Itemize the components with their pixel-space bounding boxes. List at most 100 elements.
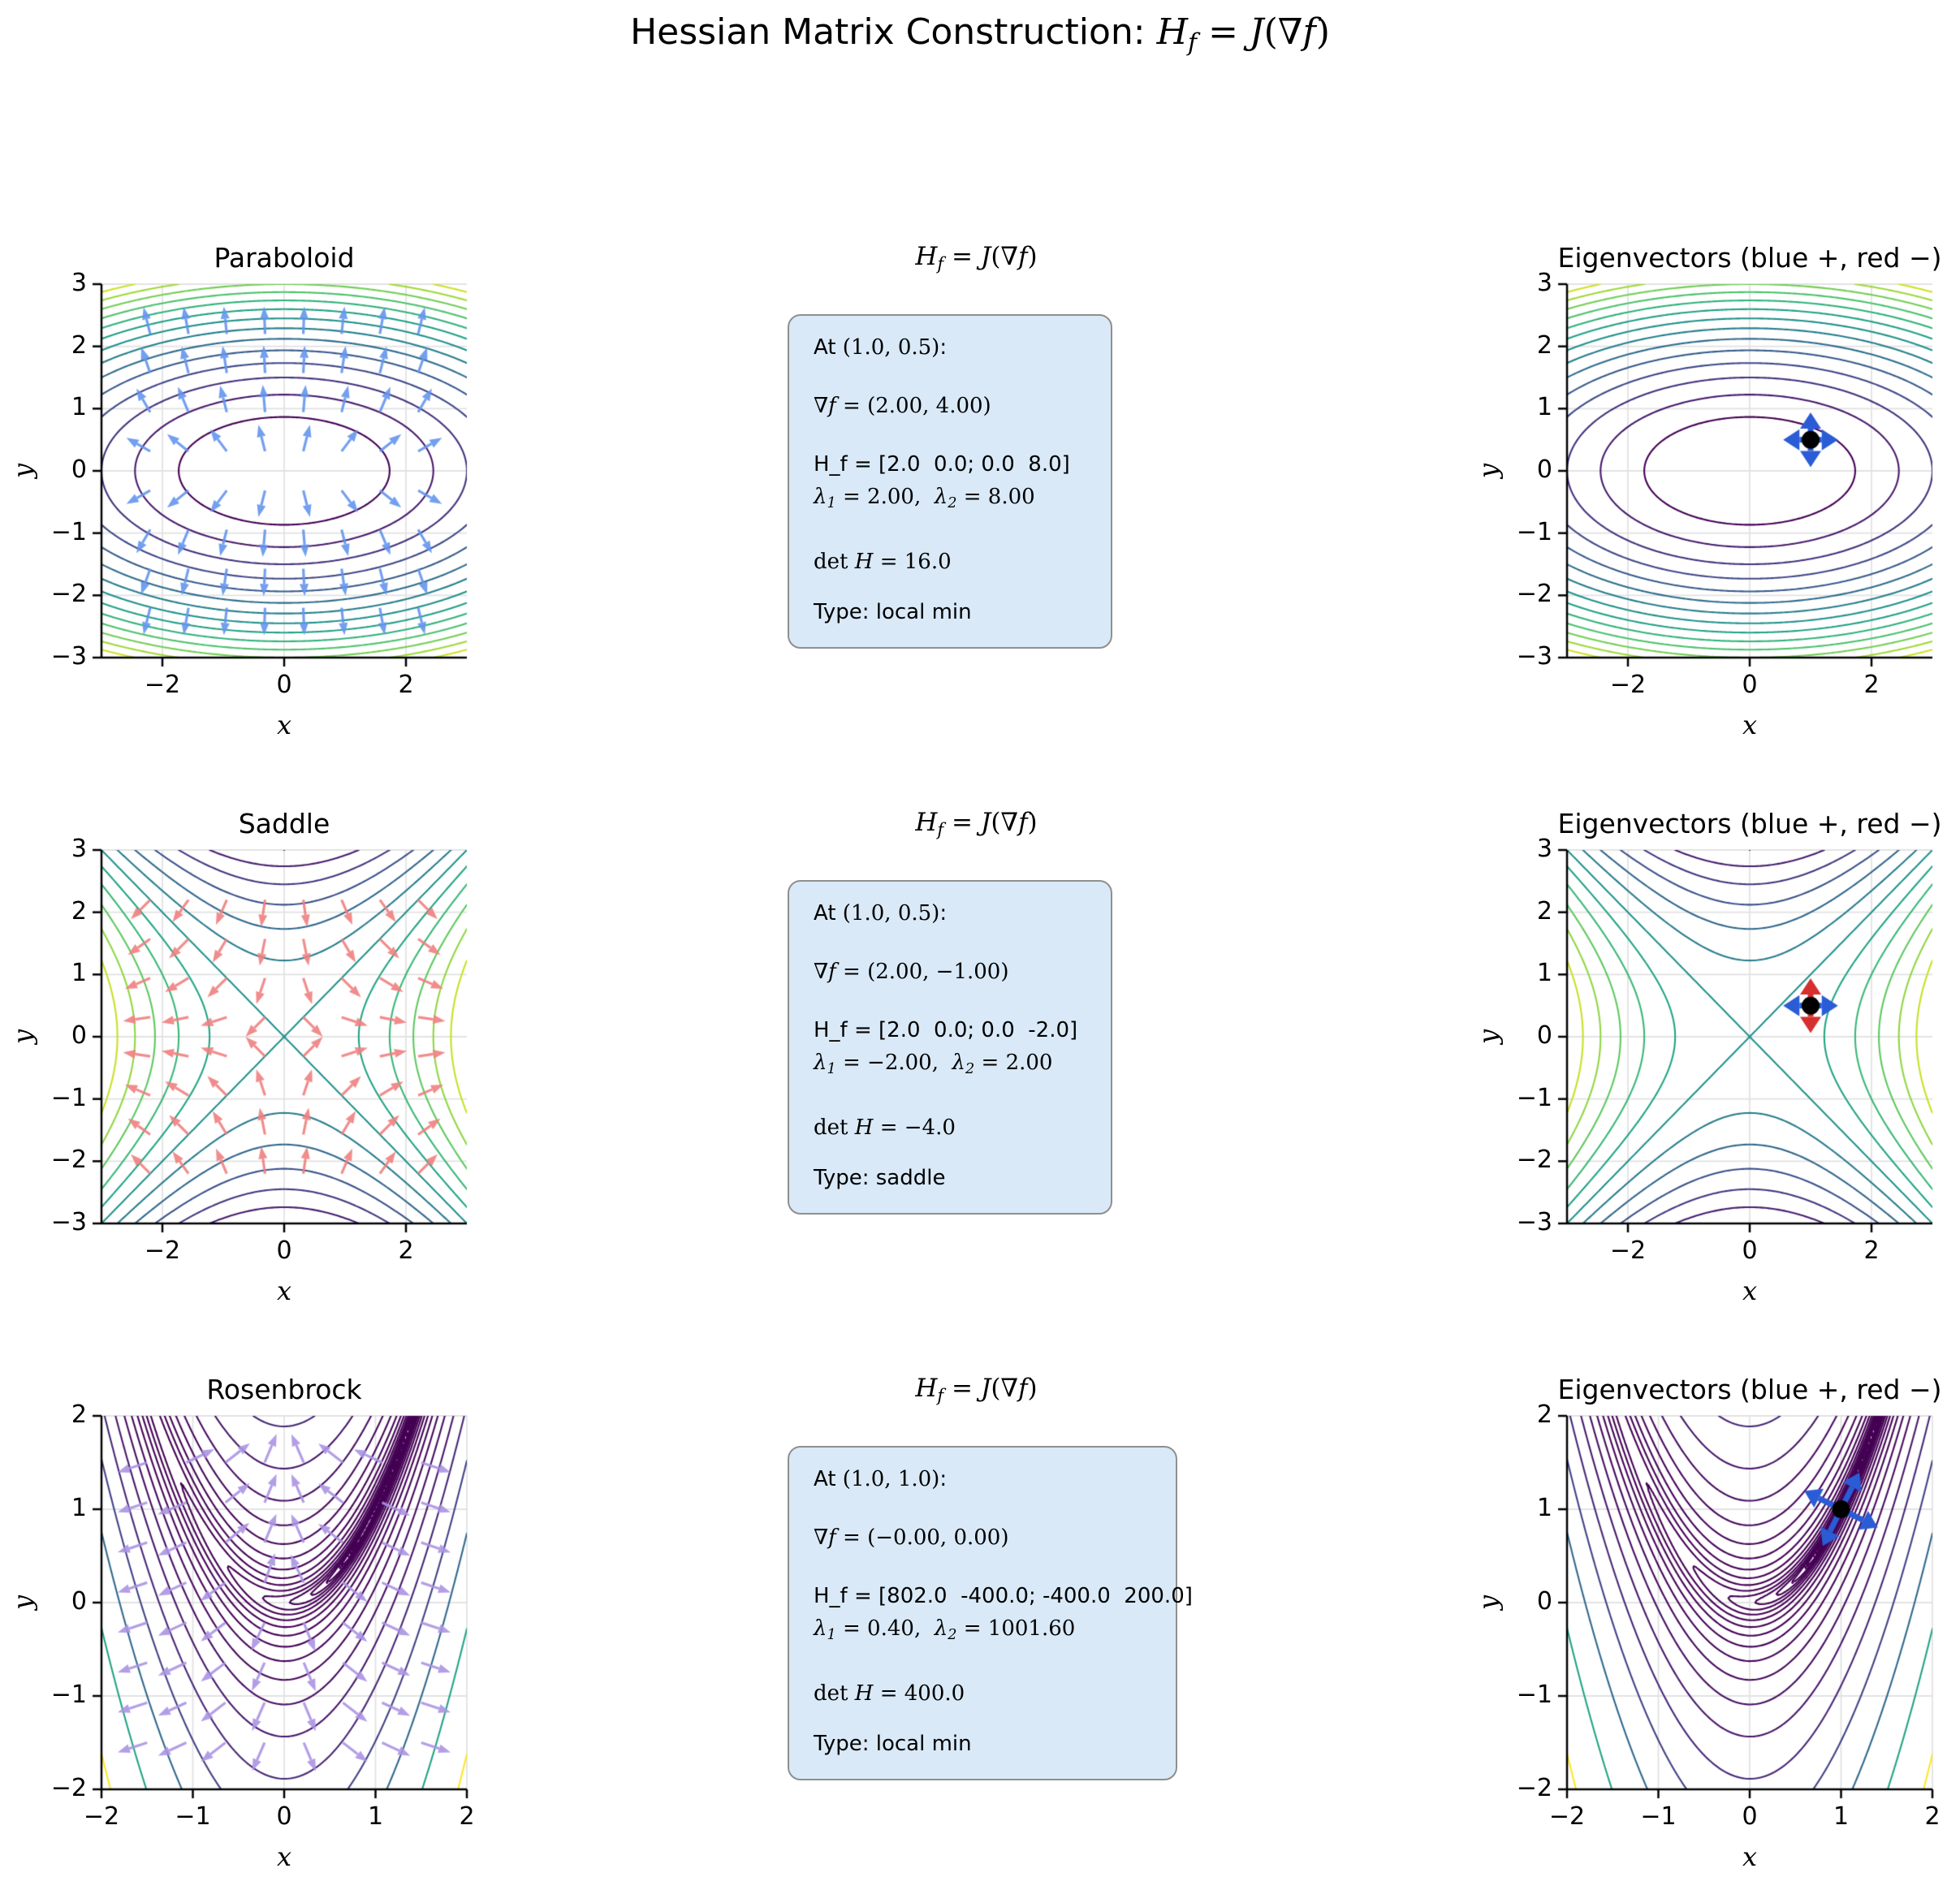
text-segment: (1.0, 0.5): [842, 335, 940, 360]
text-segment: f: [937, 818, 944, 839]
text-segment: λ: [934, 1616, 948, 1641]
y-tick-label: −1: [1516, 1083, 1552, 1112]
info-line-point: At (1.0, 0.5):: [814, 334, 1111, 361]
x-tick-label: −2: [1609, 671, 1647, 699]
saddle-eigenvector-canvas: [1557, 845, 1942, 1233]
text-segment: 1: [827, 1626, 836, 1643]
x-tick-label: −2: [144, 671, 181, 699]
text-segment: ): [1027, 1374, 1038, 1403]
y-tick-label: 1: [1536, 1494, 1552, 1522]
hessian-panel-paraboloid: Hf = J(∇f) At (1.0, 0.5): ∇f = (2.00, 4.…: [771, 242, 1181, 658]
y-tick-label: 2: [1536, 896, 1552, 926]
x-tick-label: 2: [459, 1802, 475, 1831]
saddle-contour-canvas: [92, 845, 477, 1233]
y-tick-label: 3: [1536, 269, 1552, 297]
plot-saddle: Saddle x y −2 0 2 −3 −2 −1 0 1 2 3: [7, 808, 477, 1306]
paraboloid-eigenvector-canvas: [1557, 279, 1942, 667]
y-tick-label: −2: [50, 1774, 87, 1802]
y-tick-label: 2: [71, 896, 87, 926]
y-tick-label: 3: [71, 269, 87, 297]
y-tick-label: 3: [1536, 835, 1552, 863]
text-segment: H_f = [2.0 0.0; 0.0 8.0]: [814, 452, 1070, 477]
info-line-gradient: ∇f = (2.00, 4.00): [814, 392, 1111, 420]
x-axis-label: x: [276, 1841, 292, 1872]
text-segment: (∇: [1263, 11, 1303, 53]
y-tick-label: −2: [1516, 1774, 1552, 1802]
text-segment: :: [939, 901, 948, 926]
rosenbrock-eigenvector-canvas: [1557, 1411, 1942, 1799]
x-tick-label: 2: [398, 671, 414, 699]
plot-paraboloid: Paraboloid x y −2 0 2 −3 −2 −1 0 1 2 3: [7, 242, 477, 740]
text-segment: λ: [952, 1051, 966, 1075]
y-tick-label: 1: [71, 393, 87, 422]
y-tick-label: −2: [1516, 580, 1552, 609]
text-segment: f: [828, 394, 836, 418]
x-tick-label: 2: [1863, 1236, 1880, 1265]
y-tick-label: −2: [50, 580, 87, 609]
x-axis-label: x: [1742, 710, 1758, 740]
text-segment: H: [854, 549, 874, 574]
y-tick-label: −1: [50, 1681, 87, 1709]
text-segment: det: [814, 1115, 855, 1140]
plot-title-eigenvectors: Eigenvectors (blue +, red −): [1557, 808, 1942, 839]
info-line-determinant: det H = −4.0: [814, 1114, 1111, 1141]
plot-rosenbrock-eigen: Eigenvectors (blue +, red −) x y −2 −1 0 1 2…: [1473, 1374, 1942, 1872]
info-line-determinant: det H = 16.0: [814, 548, 1111, 576]
x-axis-label: x: [276, 1275, 292, 1306]
y-tick-label: 2: [1536, 1400, 1552, 1429]
text-segment: det: [814, 549, 855, 574]
text-segment: λ: [814, 1051, 827, 1075]
text-segment: f: [1188, 28, 1198, 58]
text-segment: λ: [934, 485, 948, 509]
x-tick-label: 2: [398, 1236, 414, 1265]
text-segment: (∇: [991, 1374, 1019, 1403]
y-tick-label: 2: [71, 1400, 87, 1429]
text-segment: (∇: [991, 242, 1019, 271]
text-segment: = 1001.60: [956, 1616, 1076, 1641]
y-tick-label: 1: [1536, 959, 1552, 988]
info-line-determinant: det H = 400.0: [814, 1680, 1176, 1707]
text-segment: 1: [827, 494, 836, 511]
text-segment: = −4.0: [873, 1115, 956, 1140]
y-tick-label: 1: [71, 959, 87, 988]
text-segment: H_f = [802.0 -400.0; -400.0 200.0]: [814, 1584, 1193, 1608]
hessian-info-box-saddle: At (1.0, 0.5): ∇f = (2.00, −1.00) H_f = …: [788, 880, 1112, 1215]
x-axis-label: x: [1742, 1841, 1758, 1872]
text-segment: H: [854, 1115, 874, 1140]
x-tick-label: −2: [1609, 1236, 1647, 1265]
x-tick-label: 0: [1742, 1802, 1758, 1831]
hessian-panel-saddle: Hf = J(∇f) At (1.0, 0.5): ∇f = (2.00, −1…: [771, 808, 1181, 1223]
text-segment: =: [943, 242, 981, 271]
text-segment: At: [814, 335, 843, 360]
text-segment: (∇: [991, 808, 1019, 837]
x-tick-label: 1: [1833, 1802, 1850, 1831]
text-segment: Hessian Matrix Construction:: [630, 11, 1157, 53]
text-segment: Type: saddle: [814, 1165, 946, 1190]
text-segment: f: [937, 1384, 944, 1405]
text-segment: At: [814, 1467, 843, 1491]
paraboloid-contour-canvas: [92, 279, 477, 667]
text-segment: = 0.40,: [835, 1616, 935, 1641]
plot-title-rosenbrock: Rosenbrock: [206, 1374, 362, 1405]
y-tick-label: 0: [71, 455, 87, 484]
y-tick-label: 0: [1536, 455, 1552, 484]
text-segment: H: [915, 1374, 938, 1403]
rosenbrock-contour-canvas: [92, 1411, 477, 1799]
info-line-eigenvalues: λ1 = 0.40, λ2 = 1001.60: [814, 1615, 1176, 1649]
info-line-gradient: ∇f = (2.00, −1.00): [814, 958, 1111, 986]
text-segment: = (2.00, −1.00): [835, 960, 1009, 984]
x-tick-label: −1: [175, 1802, 211, 1831]
text-segment: = 400.0: [873, 1681, 965, 1706]
y-tick-label: 0: [71, 1587, 87, 1616]
hessian-panel-rosenbrock: Hf = J(∇f) At (1.0, 1.0): ∇f = (−0.00, 0…: [771, 1374, 1193, 1789]
panel-title-formula: Hf = J(∇f): [915, 242, 1037, 279]
text-segment: Type: local min: [814, 1731, 972, 1756]
y-tick-label: −2: [50, 1146, 87, 1175]
text-segment: J: [1249, 11, 1264, 53]
text-segment: (1.0, 0.5): [842, 901, 940, 926]
text-segment: = (−0.00, 0.00): [835, 1525, 1009, 1550]
x-axis-label: x: [1742, 1275, 1758, 1306]
text-segment: =: [1197, 11, 1250, 53]
y-tick-label: −1: [1516, 1681, 1552, 1709]
